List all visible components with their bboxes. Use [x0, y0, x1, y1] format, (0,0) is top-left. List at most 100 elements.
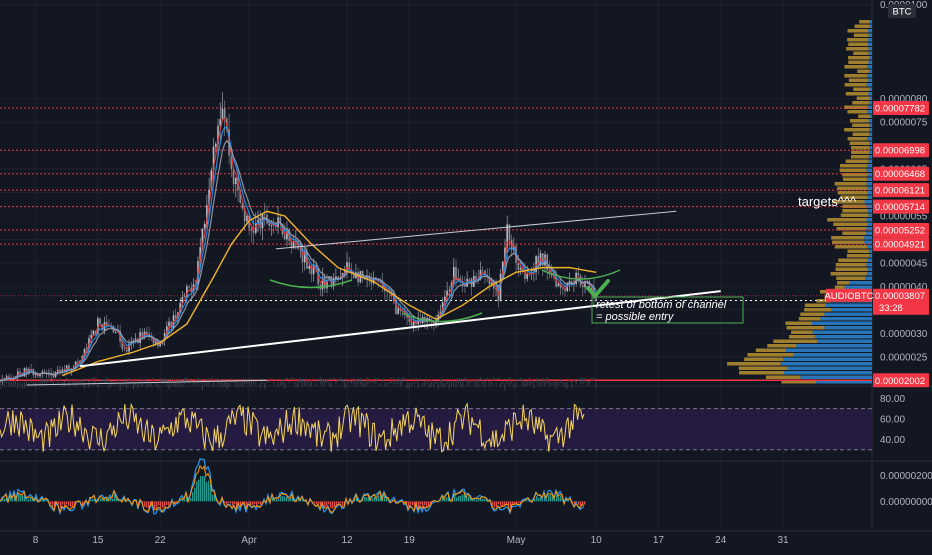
volume-bar — [364, 382, 365, 387]
volume-profile-bar — [870, 70, 872, 74]
macd-histogram-bar — [258, 501, 259, 504]
volume-bar — [371, 379, 372, 382]
volume-profile-bar — [836, 268, 868, 272]
volume-profile-bar — [844, 128, 869, 132]
candle-body — [188, 287, 190, 288]
macd-histogram-bar — [156, 501, 157, 508]
volume-bar — [542, 378, 543, 385]
volume-bar — [91, 378, 92, 381]
volume-profile-bar — [869, 146, 872, 150]
macd-histogram-bar — [228, 501, 229, 503]
volume-bar — [458, 378, 459, 384]
volume-bar — [507, 381, 508, 384]
volume-bar — [171, 378, 172, 385]
volume-profile-bar — [773, 340, 817, 344]
volume-bar — [189, 380, 190, 385]
price-level-label: 0.00005252 — [875, 226, 925, 237]
candle-body — [222, 109, 224, 119]
volume-bar — [442, 380, 443, 387]
volume-bar — [222, 381, 223, 387]
macd-histogram-bar — [92, 499, 93, 501]
volume-profile-bar — [847, 38, 868, 42]
volume-bar — [513, 383, 514, 389]
volume-profile-bar — [851, 155, 869, 159]
volume-bar — [320, 377, 321, 384]
volume-profile-bar — [842, 232, 866, 236]
volume-profile-bar — [857, 97, 870, 101]
candle-body — [482, 270, 484, 271]
volume-bar — [456, 381, 457, 388]
volume-bar — [286, 377, 287, 379]
volume-bar — [66, 377, 67, 379]
volume-bar — [427, 379, 428, 384]
volume-bar — [384, 382, 385, 385]
volume-profile-bar — [867, 182, 872, 186]
time-axis-label: 19 — [404, 535, 416, 546]
volume-profile-bar — [844, 74, 867, 78]
volume-bar — [389, 381, 390, 383]
volume-profile-bar — [869, 88, 872, 92]
volume-bar — [28, 383, 29, 386]
volume-profile-bar — [851, 146, 869, 150]
volume-profile-bar — [869, 61, 872, 65]
macd-histogram-bar — [460, 496, 461, 502]
volume-bar — [596, 381, 597, 387]
volume-profile-bar — [846, 47, 869, 51]
volume-bar — [522, 379, 523, 386]
macd-histogram-bar — [536, 496, 537, 501]
volume-bar — [565, 382, 566, 388]
volume-bar — [140, 378, 141, 385]
volume-bar — [68, 379, 69, 386]
candle-body — [264, 214, 266, 215]
volume-bar — [516, 379, 517, 386]
volume-bar — [249, 378, 250, 385]
volume-profile-bar — [846, 92, 869, 96]
volume-bar — [380, 383, 381, 386]
volume-bar — [157, 382, 158, 388]
volume-bar — [467, 379, 468, 386]
volume-profile-bar — [791, 331, 813, 335]
volume-profile-bar — [744, 358, 783, 362]
volume-bar — [60, 378, 61, 382]
volume-profile-bar — [851, 151, 869, 155]
volume-bar — [464, 378, 465, 381]
volume-profile-bar — [846, 160, 869, 164]
volume-bar — [407, 382, 408, 388]
volume-profile-bar — [820, 317, 872, 321]
macd-histogram-bar — [420, 501, 421, 504]
volume-bar — [556, 382, 557, 389]
macd-histogram-bar — [112, 499, 113, 501]
volume-bar — [509, 377, 510, 385]
volume-bar — [191, 378, 192, 381]
volume-bar — [496, 382, 497, 385]
price-axis-label: 0.0000075 — [880, 118, 928, 129]
volume-bar — [444, 383, 445, 388]
volume-bar — [367, 378, 368, 385]
volume-bar — [422, 383, 423, 386]
targets-label: targets^^^ — [798, 194, 857, 209]
volume-profile-bar — [824, 326, 872, 330]
time-axis-label: 10 — [591, 535, 603, 546]
macd-axis-label: 0.00000200 — [880, 471, 932, 482]
volume-profile-bar — [868, 223, 872, 227]
volume-bar — [253, 379, 254, 384]
volume-profile-bar — [867, 169, 872, 173]
volume-bar — [213, 379, 214, 386]
volume-profile-bar — [869, 133, 872, 137]
volume-profile-bar — [831, 272, 867, 276]
candle-body — [284, 235, 286, 239]
macd-histogram-bar — [50, 501, 51, 504]
macd-histogram-bar — [248, 501, 249, 503]
volume-bar — [42, 377, 43, 384]
candle-body — [558, 284, 560, 287]
volume-bar — [129, 378, 130, 385]
volume-bar — [131, 379, 132, 383]
volume-bar — [215, 379, 216, 382]
volume-bar — [400, 380, 401, 386]
volume-profile-bar — [854, 34, 869, 38]
macd-histogram-bar — [232, 501, 233, 505]
volume-bar — [562, 382, 563, 385]
volume-bar — [349, 380, 350, 383]
